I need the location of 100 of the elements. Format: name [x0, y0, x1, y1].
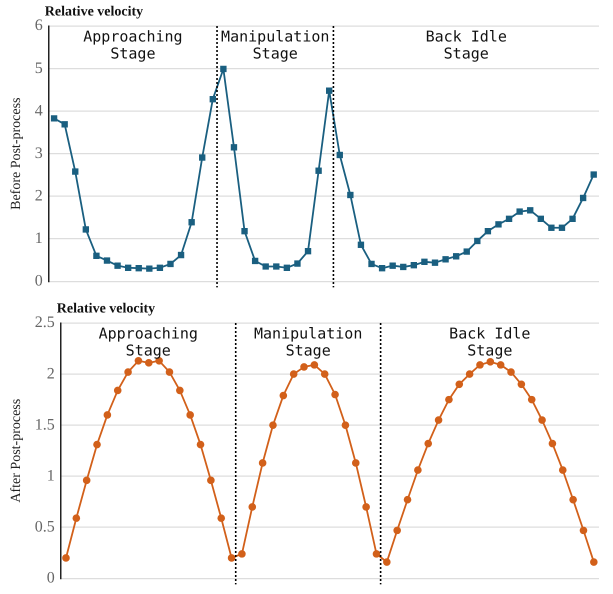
point	[452, 253, 460, 260]
y-tick-label: 3	[34, 144, 43, 162]
point	[210, 96, 216, 102]
point	[217, 514, 226, 522]
point	[114, 262, 121, 269]
point	[383, 558, 391, 566]
point	[528, 396, 536, 404]
y-tick-label: 2.5	[34, 314, 55, 332]
point	[362, 503, 370, 511]
point	[252, 258, 258, 264]
point	[404, 496, 412, 504]
point	[336, 152, 343, 158]
point	[238, 550, 246, 558]
point	[400, 264, 406, 270]
point	[569, 216, 576, 222]
point	[326, 88, 332, 94]
point	[176, 386, 184, 394]
point	[389, 262, 396, 269]
point	[72, 168, 78, 175]
point	[424, 440, 432, 448]
point	[506, 216, 512, 222]
point	[186, 411, 194, 419]
point	[432, 259, 438, 266]
point	[484, 228, 492, 234]
point	[414, 466, 422, 474]
point	[93, 252, 100, 260]
point	[320, 370, 329, 378]
point	[104, 411, 112, 419]
point	[378, 265, 386, 272]
annotation: Approaching Stage	[83, 27, 183, 62]
point	[580, 526, 588, 534]
point	[124, 264, 132, 271]
annotation: Back Idle Stage	[426, 27, 507, 62]
annotation: Back Idle Stage	[449, 324, 530, 360]
point	[114, 386, 122, 394]
point	[476, 361, 484, 369]
annotation: Manipulation Stage	[254, 324, 362, 360]
y-tick-label: 0	[46, 570, 55, 587]
point	[358, 242, 364, 248]
point	[258, 459, 266, 467]
point	[82, 476, 90, 484]
point	[248, 503, 256, 511]
y-tick-label: 0	[34, 272, 43, 290]
point	[442, 256, 449, 262]
point	[538, 416, 546, 424]
point	[466, 370, 474, 378]
point	[569, 496, 577, 504]
y-tick-label: 4	[34, 102, 43, 120]
point	[207, 476, 215, 484]
point	[269, 421, 277, 429]
point	[558, 466, 567, 474]
y-axis-title: After Post-process	[9, 398, 24, 503]
point	[331, 390, 339, 398]
point	[144, 359, 153, 367]
y-tick-label: 1.5	[34, 416, 55, 434]
point	[507, 368, 515, 376]
point	[61, 121, 68, 128]
point	[342, 421, 350, 429]
point	[445, 396, 453, 404]
chart-title: Relative velocity	[56, 302, 156, 317]
point	[548, 440, 556, 448]
y-tick-label: 1	[34, 230, 43, 248]
point	[146, 265, 152, 272]
point	[538, 216, 544, 222]
point	[199, 154, 206, 161]
point	[124, 368, 132, 376]
point	[496, 361, 504, 369]
point	[196, 440, 204, 448]
y-tick-label: 1	[46, 467, 55, 484]
point	[136, 265, 142, 272]
y-tick-label: 6	[34, 17, 43, 34]
point	[300, 363, 308, 371]
point	[495, 221, 502, 228]
point	[284, 264, 290, 271]
point	[455, 380, 464, 388]
point	[230, 144, 238, 150]
point	[220, 66, 227, 72]
annotation: Approaching Stage	[98, 324, 198, 360]
point	[516, 208, 523, 215]
point	[434, 416, 442, 424]
point	[304, 248, 312, 254]
point	[580, 194, 586, 202]
chart-title: Relative velocity	[44, 4, 144, 20]
y-tick-label: 2	[34, 187, 43, 204]
point	[548, 224, 555, 231]
point	[228, 554, 236, 562]
y-tick-label: 0.5	[34, 518, 55, 536]
point	[262, 263, 269, 270]
point	[310, 361, 318, 369]
point	[273, 263, 280, 270]
point	[72, 514, 80, 522]
point	[166, 368, 174, 376]
point	[558, 224, 566, 231]
point	[352, 459, 360, 467]
point	[50, 115, 58, 122]
point	[82, 226, 90, 233]
y-tick-label: 2	[46, 365, 55, 382]
point	[93, 440, 101, 448]
point	[188, 219, 195, 226]
point	[474, 238, 481, 244]
